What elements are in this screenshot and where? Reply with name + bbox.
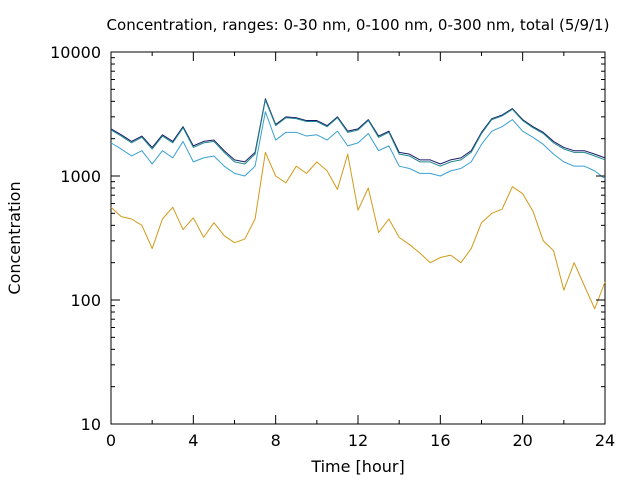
x-tick-label: 0 bbox=[106, 431, 116, 450]
x-tick-label: 24 bbox=[595, 431, 615, 450]
y-tick-label: 10 bbox=[81, 415, 101, 434]
x-tick-label: 8 bbox=[271, 431, 281, 450]
series-line-4 bbox=[110, 151, 606, 310]
x-tick-label: 4 bbox=[188, 431, 198, 450]
series-line-3 bbox=[110, 111, 606, 180]
y-tick-label: 10000 bbox=[50, 43, 101, 62]
x-tick-label: 16 bbox=[430, 431, 450, 450]
x-axis-title: Time [hour] bbox=[310, 457, 404, 476]
chart-title: Concentration, ranges: 0-30 nm, 0-100 nm… bbox=[107, 16, 610, 34]
y-tick-label: 1000 bbox=[60, 167, 101, 186]
plot-area-frame bbox=[110, 51, 606, 425]
series-line-1 bbox=[110, 98, 606, 165]
series-line-2 bbox=[110, 99, 606, 167]
y-tick-label: 100 bbox=[70, 291, 101, 310]
series-layer bbox=[110, 98, 606, 310]
x-tick-label: 12 bbox=[348, 431, 368, 450]
y-axis-title: Concentration bbox=[5, 181, 24, 294]
ticks-layer: 10 100 1000 10000 0 4 8 12 16 20 24 bbox=[50, 43, 615, 450]
x-tick-label: 20 bbox=[512, 431, 532, 450]
